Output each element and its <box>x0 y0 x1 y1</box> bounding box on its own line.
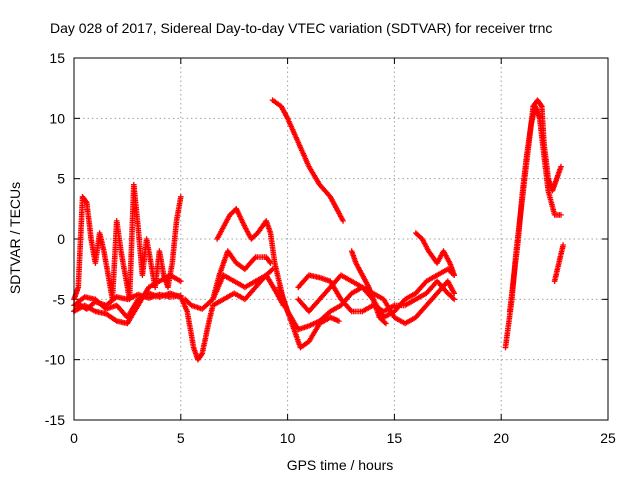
data-series <box>71 97 566 363</box>
x-axis-label: GPS time / hours <box>287 457 394 473</box>
series-markers <box>178 272 287 363</box>
series-markers <box>413 230 457 278</box>
series-trace-o <box>269 97 346 224</box>
y-tick-label: 10 <box>49 110 65 126</box>
series-markers <box>348 248 389 327</box>
series-markers <box>551 242 566 284</box>
axis-ticks: 0 5 10 15 20 25 -15 -10 -5 0 5 10 15 <box>45 50 616 446</box>
series-trace-n <box>413 230 457 278</box>
y-tick-label: -5 <box>53 291 66 307</box>
series-markers <box>295 266 457 321</box>
y-tick-label: 15 <box>49 50 65 66</box>
series-trace-h <box>214 206 278 266</box>
chart-title: Day 028 of 2017, Sidereal Day-to-day VTE… <box>50 20 552 36</box>
series-trace-m <box>348 248 389 327</box>
series-trace-g <box>210 266 276 303</box>
series-trace-q <box>506 103 564 315</box>
series-markers <box>276 278 457 333</box>
y-tick-label: -10 <box>45 352 65 368</box>
series-trace-r <box>551 242 566 284</box>
series-trace-j <box>276 278 457 333</box>
x-tick-label: 10 <box>280 430 296 446</box>
series-markers <box>210 266 276 303</box>
plot-frame <box>73 57 609 421</box>
series-markers <box>214 206 278 266</box>
series-markers <box>506 103 564 315</box>
y-axis-label: SDTVAR / TECUs <box>7 182 23 294</box>
series-trace-p <box>502 97 564 351</box>
series-trace-e <box>178 272 287 363</box>
x-tick-label: 0 <box>70 430 78 446</box>
series-trace-l <box>295 266 457 321</box>
x-tick-label: 5 <box>177 430 185 446</box>
y-tick-label: -15 <box>45 412 65 428</box>
y-tick-label: 0 <box>57 231 65 247</box>
x-tick-label: 20 <box>493 430 509 446</box>
x-tick-label: 25 <box>600 430 616 446</box>
series-markers <box>71 181 184 303</box>
series-markers <box>502 97 564 351</box>
grid <box>74 58 608 420</box>
series-markers <box>269 97 346 224</box>
y-tick-label: 5 <box>57 171 65 187</box>
x-tick-label: 15 <box>387 430 403 446</box>
series-trace-b <box>71 181 184 303</box>
